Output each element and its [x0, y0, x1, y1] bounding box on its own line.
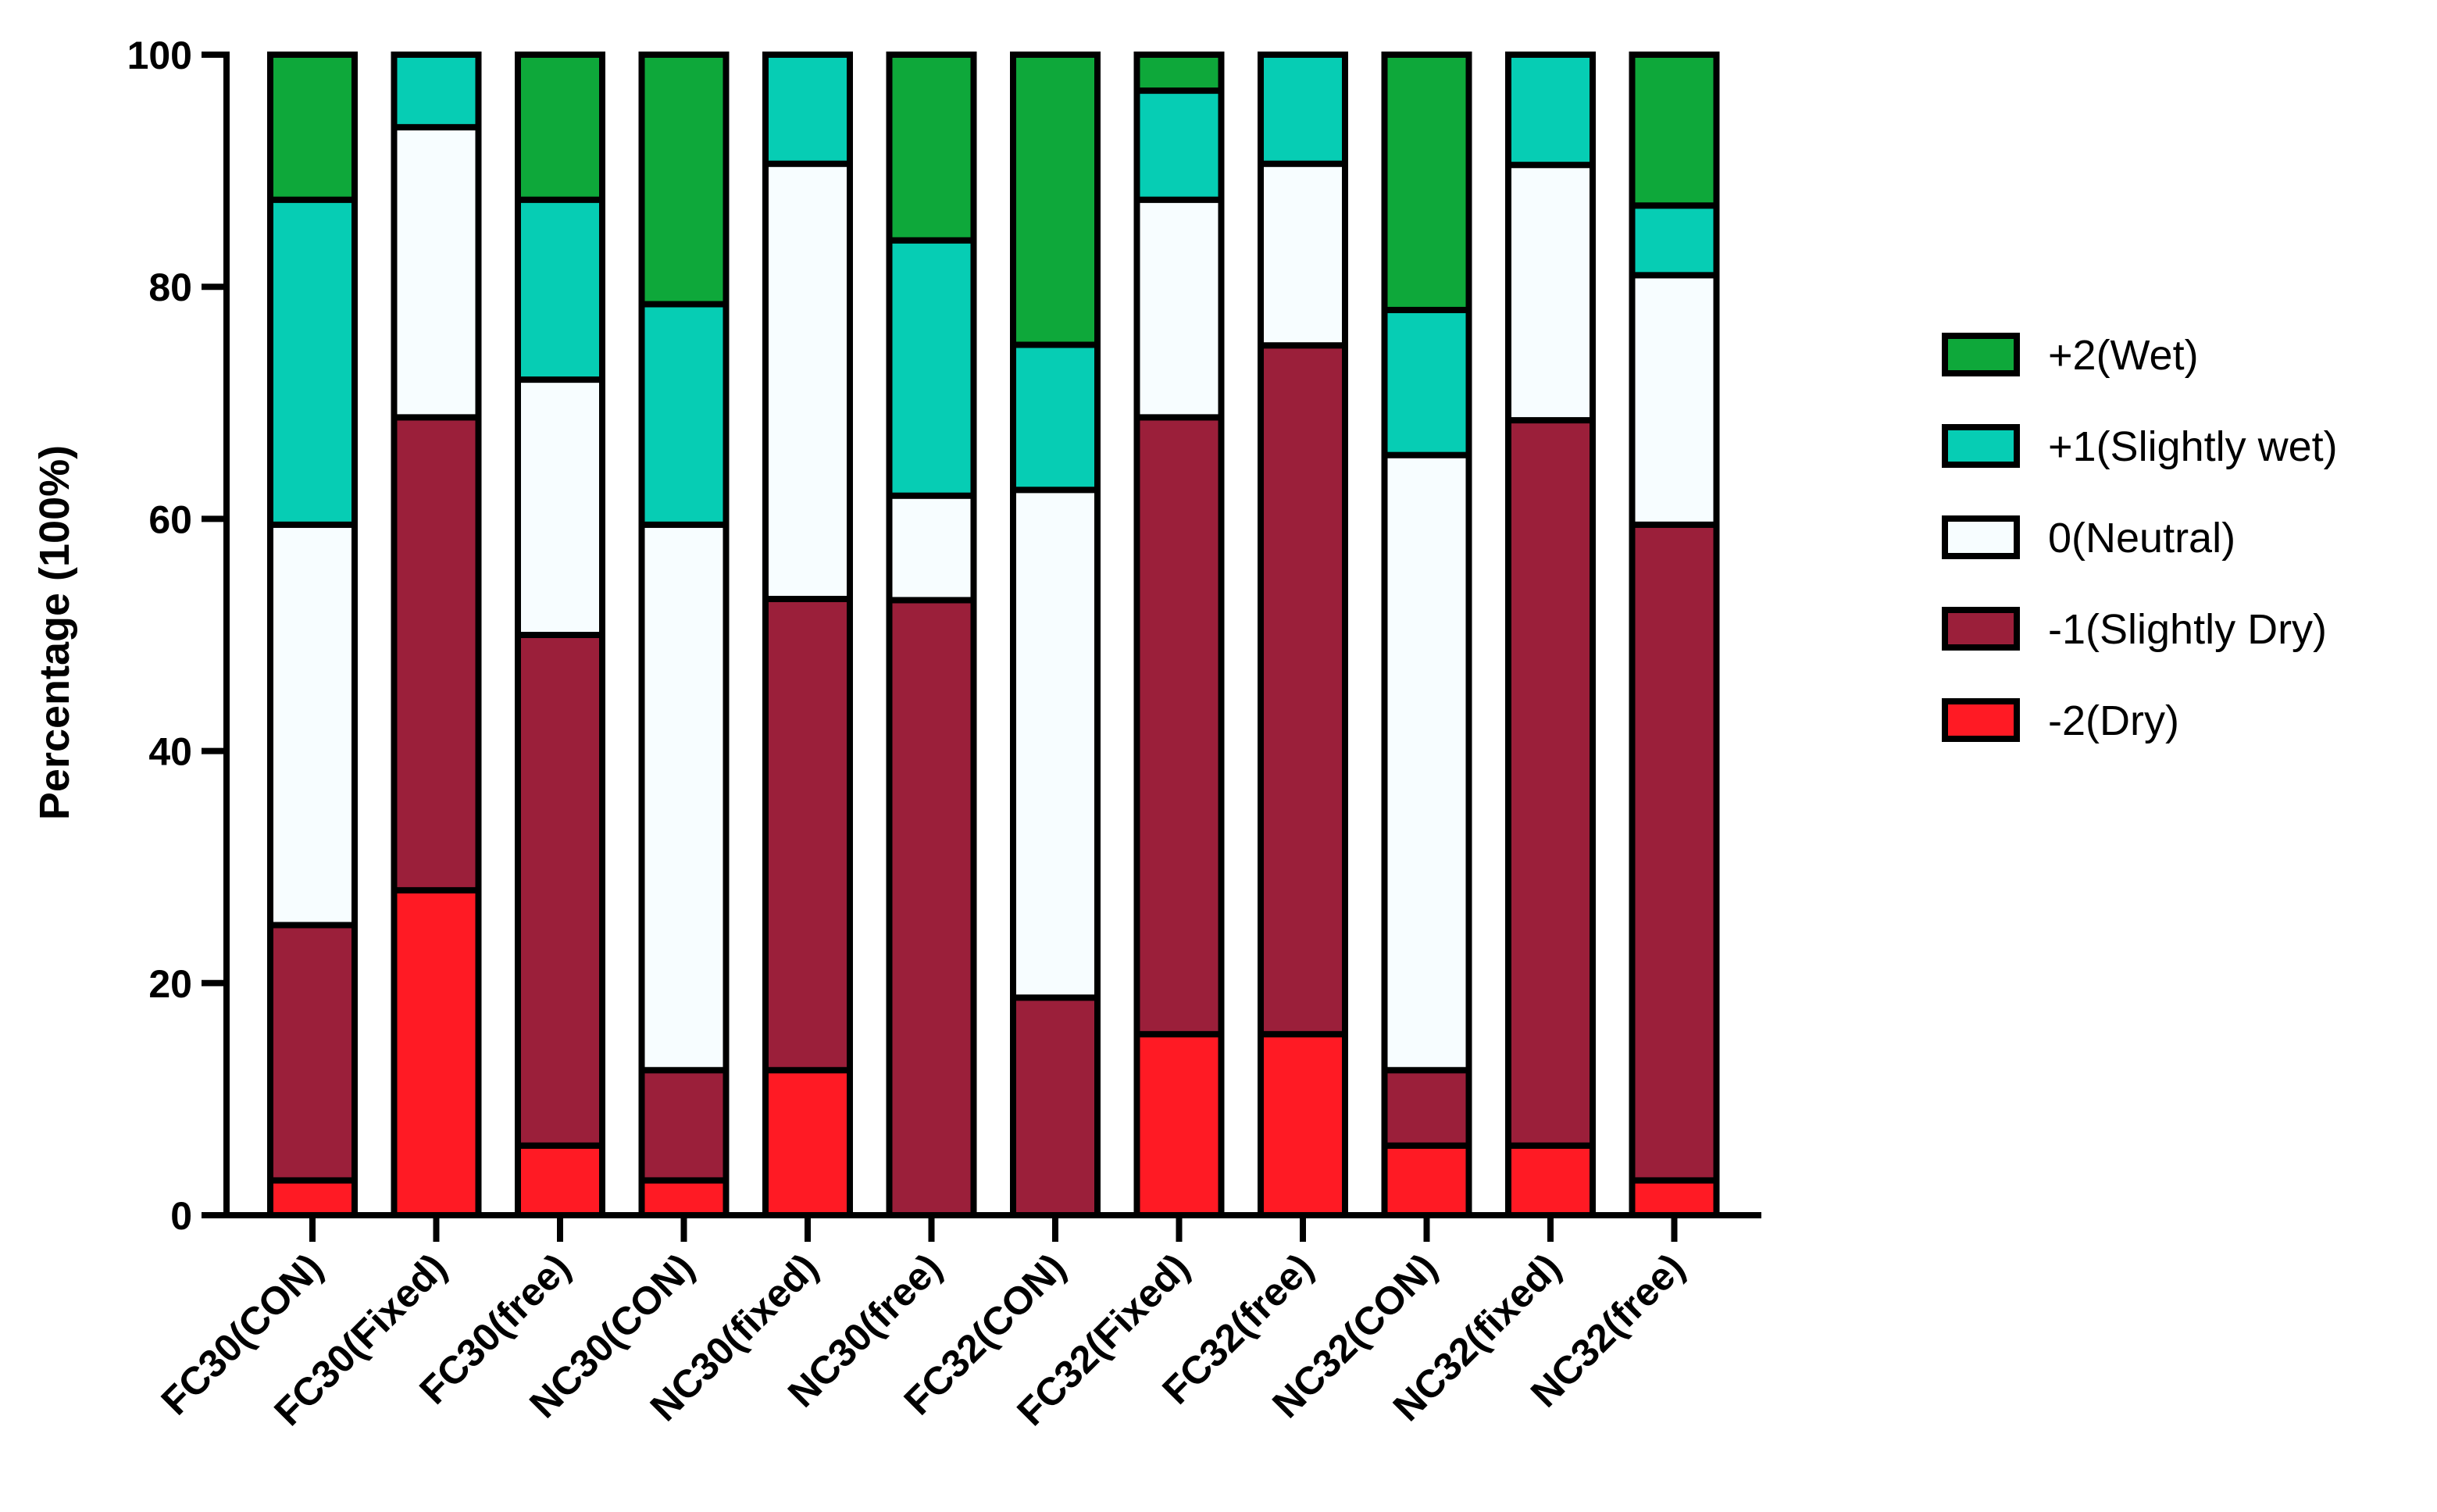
bar-segment-nc30-con-2-dry — [638, 1177, 730, 1219]
bar-segment-nc30-con-2-wet — [638, 52, 730, 308]
legend-swatch-2-dry — [1942, 698, 2020, 742]
bar-segment-nc30-free-2-wet — [886, 52, 977, 244]
bar-segment-fc32-fixed-0-neutral — [1133, 196, 1225, 421]
bar-segment-fc30-fixed-0-neutral — [391, 123, 482, 421]
bar-segment-nc30-free-0-neutral — [886, 492, 977, 604]
bar-segment-nc32-con-2-wet — [1381, 52, 1472, 313]
legend-swatch-2-wet — [1942, 333, 2020, 376]
bar-segment-nc30-con-1-slightly-wet — [638, 301, 730, 528]
bar-segment-fc30-con-1-slightly-dry — [267, 922, 358, 1184]
bar-segment-fc32-fixed-1-slightly-dry — [1133, 414, 1225, 1038]
bar-segment-fc32-fixed-1-slightly-wet — [1133, 87, 1225, 203]
bar-segment-fc32-free-1-slightly-dry — [1258, 342, 1348, 1038]
bar-segment-nc32-free-1-slightly-wet — [1629, 202, 1720, 279]
bar-segment-fc30-fixed-1-slightly-wet — [391, 52, 482, 130]
bar-segment-nc32-fixed-1-slightly-dry — [1505, 417, 1596, 1149]
y-axis-label: Percentage (100%) — [31, 445, 78, 820]
bar-segment-nc30-con-1-slightly-dry — [638, 1067, 730, 1184]
bar-segment-nc32-free-2-wet — [1629, 52, 1720, 209]
bar-segment-nc32-fixed-2-dry — [1505, 1142, 1596, 1218]
bar-segment-fc30-fixed-1-slightly-dry — [391, 414, 482, 893]
legend-label-1-slightly-dry: -1(Slightly Dry) — [2048, 606, 2327, 653]
bar-segment-nc32-con-1-slightly-dry — [1381, 1067, 1472, 1149]
bar-segment-nc32-fixed-1-slightly-wet — [1505, 52, 1596, 169]
bar-segment-fc30-con-1-slightly-wet — [267, 196, 358, 528]
bar-segment-nc32-con-2-dry — [1381, 1142, 1472, 1218]
bar-segment-fc32-con-1-slightly-dry — [1010, 994, 1101, 1218]
bar-segment-fc30-fixed-2-dry — [391, 886, 482, 1219]
bar-segment-fc32-con-2-wet — [1010, 52, 1101, 348]
bar-segment-nc30-fixed-1-slightly-wet — [762, 52, 853, 167]
bar-segment-fc30-free-1-slightly-dry — [515, 632, 605, 1149]
legend: +2(Wet) +1(Slightly wet) 0(Neutral) -1(Slig… — [1942, 332, 2338, 744]
bar-segment-fc30-con-2-dry — [267, 1177, 358, 1219]
bar-segment-fc30-con-2-wet — [267, 52, 358, 203]
bar-segment-fc30-free-0-neutral — [515, 376, 605, 638]
bar-segment-fc32-free-1-slightly-wet — [1258, 52, 1348, 167]
bar-segment-nc30-fixed-2-dry — [762, 1067, 853, 1218]
legend-swatch-1-slightly-dry — [1942, 607, 2020, 651]
bar-segment-fc30-free-2-dry — [515, 1142, 605, 1218]
bar-segment-nc30-free-1-slightly-wet — [886, 237, 977, 499]
y-tick-label: 0 — [170, 1194, 192, 1238]
legend-label-2-dry: -2(Dry) — [2048, 697, 2179, 744]
y-tick-label: 60 — [148, 497, 192, 541]
bar-segment-fc32-fixed-2-wet — [1133, 52, 1225, 94]
legend-label-0-neutral: 0(Neutral) — [2048, 515, 2235, 562]
bar-segment-fc32-free-2-dry — [1258, 1031, 1348, 1218]
bar-segment-nc32-fixed-0-neutral — [1505, 162, 1596, 424]
bar-segment-fc32-free-0-neutral — [1258, 160, 1348, 349]
bar-segment-nc30-con-0-neutral — [638, 521, 730, 1074]
bar-segment-nc32-con-0-neutral — [1381, 451, 1472, 1074]
bar-segment-fc32-fixed-2-dry — [1133, 1031, 1225, 1218]
y-tick-label: 40 — [148, 730, 192, 774]
bar-segment-nc30-fixed-0-neutral — [762, 160, 853, 602]
y-tick-label: 100 — [127, 34, 192, 77]
legend-swatch-1-slightly-wet — [1942, 424, 2020, 468]
bar-segment-fc32-con-0-neutral — [1010, 487, 1101, 1001]
bar-segment-nc32-con-1-slightly-wet — [1381, 306, 1472, 458]
bar-segment-fc30-free-1-slightly-wet — [515, 196, 605, 383]
legend-label-1-slightly-wet: +1(Slightly wet) — [2048, 423, 2338, 470]
bar-segment-fc30-con-0-neutral — [267, 521, 358, 929]
bar-segment-nc32-free-2-dry — [1629, 1177, 1720, 1219]
y-tick-label: 20 — [148, 962, 192, 1006]
bar-segment-nc32-free-1-slightly-dry — [1629, 521, 1720, 1184]
bar-segment-nc32-free-0-neutral — [1629, 272, 1720, 528]
legend-swatch-0-neutral — [1942, 515, 2020, 559]
bar-segment-fc32-con-1-slightly-wet — [1010, 341, 1101, 494]
bar-segment-nc30-free-1-slightly-dry — [886, 597, 977, 1218]
y-tick-label: 80 — [148, 266, 192, 309]
bar-segment-fc30-free-2-wet — [515, 52, 605, 203]
legend-label-2-wet: +2(Wet) — [2048, 332, 2199, 379]
bar-segment-nc30-fixed-1-slightly-dry — [762, 595, 853, 1074]
bars-layer — [267, 52, 1720, 1219]
